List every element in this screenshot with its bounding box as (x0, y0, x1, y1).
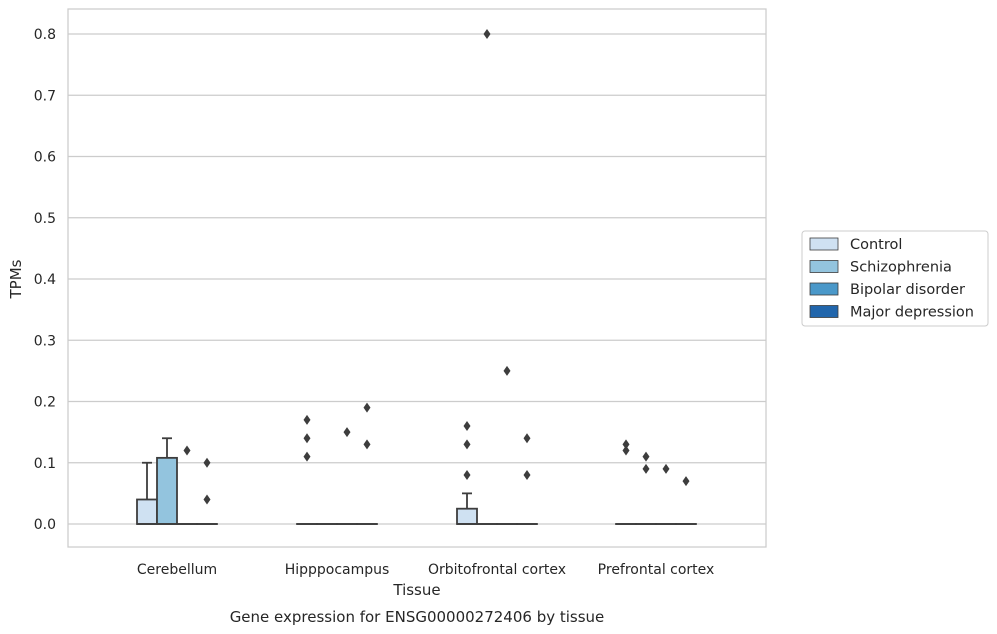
outlier-point (523, 433, 531, 444)
legend-swatch (809, 260, 839, 273)
outlier-point (343, 427, 351, 438)
box-body (456, 507, 478, 525)
y-axis-ticks: 0.0 0.1 0.2 0.3 0.4 0.5 0.6 0.7 0.8 (34, 27, 56, 533)
outlier-point (363, 439, 371, 450)
y-tick-label: 0.4 (34, 272, 56, 288)
legend-label: Control (850, 237, 902, 253)
outlier-point (363, 402, 371, 413)
outlier-point (303, 451, 311, 462)
outlier-point (463, 421, 471, 431)
x-tick-label: Orbitofrontal cortex (428, 562, 566, 578)
x-tick-label: Hipppocampus (285, 562, 390, 578)
outlier-point (523, 470, 531, 480)
outlier-point (483, 29, 491, 39)
y-tick-label: 0.5 (34, 211, 56, 227)
box-control (296, 414, 318, 525)
outlier-point (203, 494, 211, 505)
box-bipolar-disorder (655, 463, 677, 525)
box-major-depression (196, 457, 218, 525)
outlier-point (503, 365, 511, 376)
box-groups (136, 29, 697, 525)
outlier-point (303, 414, 311, 425)
y-tick-label: 0.2 (34, 395, 56, 411)
outlier-point (622, 445, 630, 456)
y-tick-label: 0.7 (34, 88, 56, 104)
y-tick-label: 0.3 (34, 333, 56, 349)
y-tick-label: 0.6 (34, 150, 56, 166)
box-bipolar-disorder (336, 427, 358, 525)
outlier-point (622, 439, 630, 450)
x-tick-label: Prefrontal cortex (598, 562, 715, 578)
plot-frame (67, 8, 767, 548)
y-tick-label: 0.1 (34, 456, 56, 472)
y-tick-label: 0.8 (34, 27, 56, 43)
x-axis-label: Tissue (392, 581, 440, 599)
outlier-point (183, 445, 191, 456)
box-control (136, 461, 158, 525)
outlier-point (662, 463, 670, 474)
chart-caption: Gene expression for ENSG00000272406 by t… (230, 608, 605, 626)
box-control (615, 439, 637, 525)
box-bipolar-disorder (176, 445, 198, 525)
box-major-depression (675, 476, 697, 525)
outlier-point (303, 433, 311, 444)
box-body (156, 456, 178, 525)
x-tick-label: Cerebellum (137, 562, 217, 578)
legend: Control Schizophrenia Bipolar disorder Majo… (801, 230, 989, 327)
outlier-point (682, 476, 690, 487)
outlier-point (642, 451, 650, 462)
box-schizophrenia (156, 437, 178, 525)
legend-label: Schizophrenia (850, 260, 952, 276)
box-schizophrenia (476, 29, 498, 525)
outlier-point (203, 457, 211, 468)
box-bipolar-disorder (496, 365, 518, 525)
legend-label: Major depression (850, 305, 974, 321)
box-body (136, 498, 158, 525)
gridlines (68, 33, 766, 525)
y-tick-label: 0.0 (34, 517, 56, 533)
box-major-depression (516, 433, 538, 525)
legend-swatch (809, 305, 839, 318)
box-major-depression (356, 402, 378, 525)
outlier-point (463, 439, 471, 450)
x-axis-ticks: Cerebellum Hipppocampus Orbitofrontal cort… (137, 562, 714, 578)
outlier-point (642, 463, 650, 474)
legend-swatch (809, 282, 839, 296)
legend-label: Bipolar disorder (850, 282, 965, 298)
box-control (456, 421, 478, 525)
y-axis-label: TPMs (7, 259, 25, 299)
outlier-point (463, 470, 471, 480)
legend-swatch (809, 237, 839, 251)
legend-frame (801, 230, 989, 327)
